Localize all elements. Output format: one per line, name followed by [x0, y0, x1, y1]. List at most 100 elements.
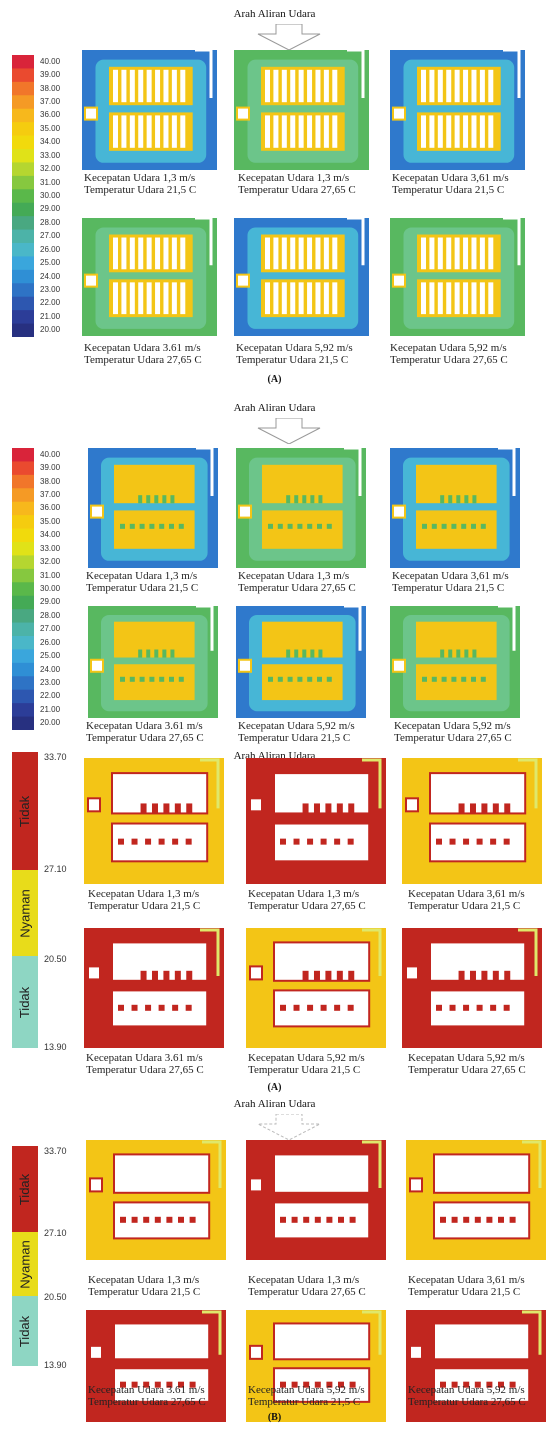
temperature-tick: 26.00 [40, 639, 60, 647]
caption-temp: Temperatur Udara 27,65 C [394, 732, 512, 744]
flow-label: Arah Aliran Udara [0, 1098, 549, 1110]
temperature-tick: 25.00 [40, 259, 60, 267]
caption-temp: Temperatur Udara 27,65 C [248, 1286, 366, 1298]
temperature-tick: 38.00 [40, 85, 60, 93]
caption-temp: Temperatur Udara 21,5 C [86, 582, 198, 594]
zone-label-hot: Tidak [18, 1173, 33, 1204]
caption-speed: Kecepatan Udara 1,3 m/s [88, 888, 200, 900]
caption-speed: Kecepatan Udara 3.61 m/s [86, 1052, 204, 1064]
temperature-tick: 27.00 [40, 232, 60, 240]
caption-temp: Temperatur Udara 21,5 C [408, 900, 525, 912]
caption-temp: Temperatur Udara 21,5 C [236, 354, 353, 366]
caption-temp: Temperatur Udara 27,65 C [86, 1064, 204, 1076]
temperature-tick: 36.00 [40, 111, 60, 119]
section-comfort-b: Arah Aliran Udara Tidak Nyaman Tidak 33.… [0, 1094, 549, 1429]
temperature-tick: 25.00 [40, 652, 60, 660]
temperature-tick: 33.00 [40, 152, 60, 160]
temperature-tick: 20.00 [40, 719, 60, 727]
temperature-tick: 21.00 [40, 313, 60, 321]
caption-temp: Temperatur Udara 27,65 C [408, 1396, 526, 1408]
comfort-tick: 33.70 [44, 752, 67, 762]
caption-temp: Temperatur Udara 27,65 C [86, 732, 204, 744]
comfort-panel [246, 758, 381, 884]
temperature-tick: 29.00 [40, 598, 60, 606]
caption-speed: Kecepatan Udara 1,3 m/s [84, 172, 196, 184]
caption-temp: Temperatur Udara 21,5 C [88, 1286, 200, 1298]
temperature-tick: 40.00 [40, 451, 60, 459]
temperature-colorbar [12, 448, 34, 730]
comfort-panel [246, 928, 381, 1048]
comfort-tick: 20.50 [44, 1292, 67, 1302]
temperature-tick: 21.00 [40, 706, 60, 714]
section-comfort-a: Arah Aliran Udara Tidak Nyaman Tidak 33.… [0, 752, 549, 1086]
caption-speed: Kecepatan Udara 5,92 m/s [248, 1384, 365, 1396]
caption-temp: Temperatur Udara 21,5 C [392, 184, 509, 196]
caption-temp: Temperatur Udara 21,5 C [238, 732, 355, 744]
caption-temp: Temperatur Udara 21,5 C [88, 900, 200, 912]
sim-panel [234, 218, 369, 336]
comfort-panel [246, 1140, 381, 1260]
sim-panel [236, 448, 371, 568]
caption-temp: Temperatur Udara 27,65 C [88, 1396, 206, 1408]
temperature-tick: 39.00 [40, 71, 60, 79]
temperature-tick: 34.00 [40, 531, 60, 539]
comfort-scale: Tidak Nyaman Tidak [12, 1146, 38, 1366]
temperature-tick: 35.00 [40, 518, 60, 526]
caption-speed: Kecepatan Udara 3,61 m/s [408, 888, 525, 900]
figure-label: (B) [0, 1412, 549, 1423]
caption-speed: Kecepatan Udara 3.61 m/s [88, 1384, 206, 1396]
temperature-tick: 35.00 [40, 125, 60, 133]
temperature-tick: 28.00 [40, 612, 60, 620]
sim-panel [82, 50, 217, 170]
zone-label-comfort: Nyaman [18, 1240, 33, 1288]
caption-speed: Kecepatan Udara 1,3 m/s [88, 1274, 200, 1286]
caption-speed: Kecepatan Udara 3,61 m/s [392, 570, 509, 582]
caption-temp: Temperatur Udara 21,5 C [248, 1064, 365, 1076]
caption-temp: Temperatur Udara 21,5 C [408, 1286, 525, 1298]
figure-label: (A) [0, 1082, 549, 1093]
section-temp-b: Arah Aliran Udara 40.00 39.00 38.00 37.00 36… [0, 398, 549, 754]
flow-arrow-icon [254, 24, 324, 50]
caption-temp: Temperatur Udara 27,65 C [84, 354, 202, 366]
caption-speed: Kecepatan Udara 3,61 m/s [392, 172, 509, 184]
comfort-panel [86, 1140, 221, 1260]
caption-temp: Temperatur Udara 27,65 C [408, 1064, 526, 1076]
zone-label-cold: Tidak [18, 986, 33, 1017]
comfort-panel [402, 758, 537, 884]
caption-speed: Kecepatan Udara 5,92 m/s [408, 1384, 526, 1396]
comfort-scale: Tidak Nyaman Tidak [12, 752, 38, 1048]
comfort-tick: 13.90 [44, 1042, 67, 1052]
caption-speed: Kecepatan Udara 3.61 m/s [86, 720, 204, 732]
caption-speed: Kecepatan Udara 1,3 m/s [248, 1274, 366, 1286]
temperature-tick: 32.00 [40, 165, 60, 173]
temperature-tick: 32.00 [40, 558, 60, 566]
caption-speed: Kecepatan Udara 3,61 m/s [408, 1274, 525, 1286]
comfort-panel [402, 928, 537, 1048]
temperature-tick: 37.00 [40, 491, 60, 499]
temperature-tick: 31.00 [40, 572, 60, 580]
sim-panel [390, 606, 525, 718]
temperature-tick: 33.00 [40, 545, 60, 553]
section-temp-a: Arah Aliran Udara 40.00 39.00 38.00 37.00 36… [0, 0, 549, 392]
caption-temp: Temperatur Udara 21,5 C [392, 582, 509, 594]
temperature-tick: 34.00 [40, 138, 60, 146]
temperature-tick: 27.00 [40, 625, 60, 633]
comfort-panel [406, 1140, 541, 1260]
sim-panel [390, 218, 525, 336]
caption-temp: Temperatur Udara 27,65 C [248, 900, 366, 912]
zone-label-cold: Tidak [18, 1315, 33, 1346]
caption-speed: Kecepatan Udara 5,92 m/s [248, 1052, 365, 1064]
caption-speed: Kecepatan Udara 5,92 m/s [408, 1052, 526, 1064]
comfort-tick: 27.10 [44, 1228, 67, 1238]
figure-label: (A) [0, 374, 549, 385]
flow-label: Arah Aliran Udara [0, 8, 549, 20]
flow-label: Arah Aliran Udara [0, 402, 549, 414]
flow-arrow-icon [254, 418, 324, 444]
caption-speed: Kecepatan Udara 1,3 m/s [238, 570, 356, 582]
temperature-tick: 38.00 [40, 478, 60, 486]
sim-panel [236, 606, 371, 718]
caption-speed: Kecepatan Udara 5,92 m/s [394, 720, 512, 732]
caption-speed: Kecepatan Udara 5,92 m/s [236, 342, 353, 354]
sim-panel [88, 606, 223, 718]
sim-panel [88, 448, 223, 568]
